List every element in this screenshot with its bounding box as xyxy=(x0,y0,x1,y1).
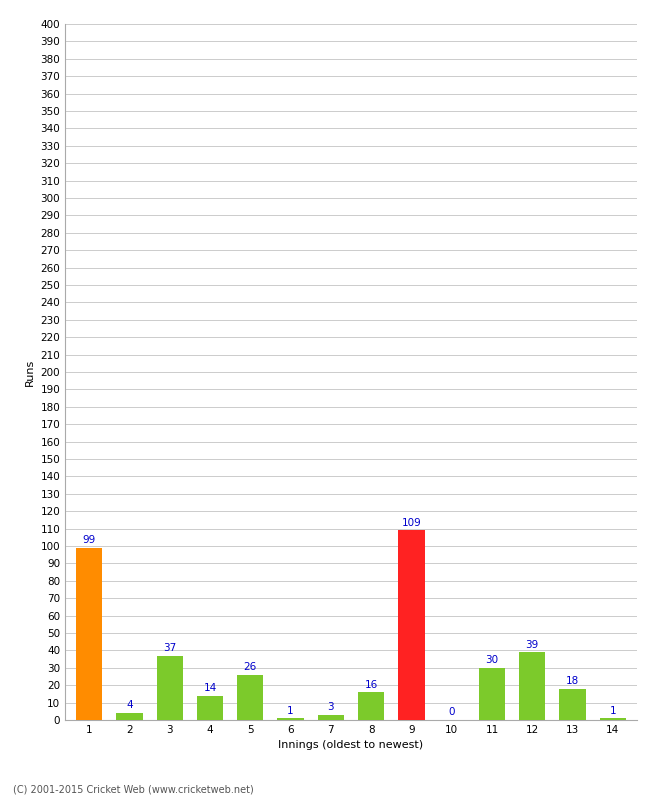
Bar xyxy=(398,530,424,720)
Text: 99: 99 xyxy=(83,535,96,545)
Text: 1: 1 xyxy=(610,706,616,716)
Bar xyxy=(358,692,384,720)
Bar xyxy=(157,656,183,720)
Text: (C) 2001-2015 Cricket Web (www.cricketweb.net): (C) 2001-2015 Cricket Web (www.cricketwe… xyxy=(13,784,254,794)
Text: 18: 18 xyxy=(566,676,579,686)
Text: 37: 37 xyxy=(163,643,176,653)
Bar xyxy=(519,652,545,720)
Bar xyxy=(479,668,505,720)
Bar xyxy=(278,718,304,720)
Bar xyxy=(318,714,344,720)
Text: 30: 30 xyxy=(486,655,499,665)
Text: 16: 16 xyxy=(365,679,378,690)
Text: 14: 14 xyxy=(203,683,216,693)
Text: 26: 26 xyxy=(244,662,257,672)
Text: 109: 109 xyxy=(402,518,421,528)
Bar xyxy=(197,696,223,720)
Text: 3: 3 xyxy=(328,702,334,712)
Bar xyxy=(237,674,263,720)
Text: 4: 4 xyxy=(126,701,133,710)
Text: 0: 0 xyxy=(448,707,455,718)
X-axis label: Innings (oldest to newest): Innings (oldest to newest) xyxy=(278,741,424,750)
Bar xyxy=(600,718,626,720)
Bar xyxy=(76,548,102,720)
Y-axis label: Runs: Runs xyxy=(25,358,35,386)
Text: 1: 1 xyxy=(287,706,294,716)
Bar xyxy=(116,713,142,720)
Text: 39: 39 xyxy=(526,639,539,650)
Bar xyxy=(560,689,586,720)
